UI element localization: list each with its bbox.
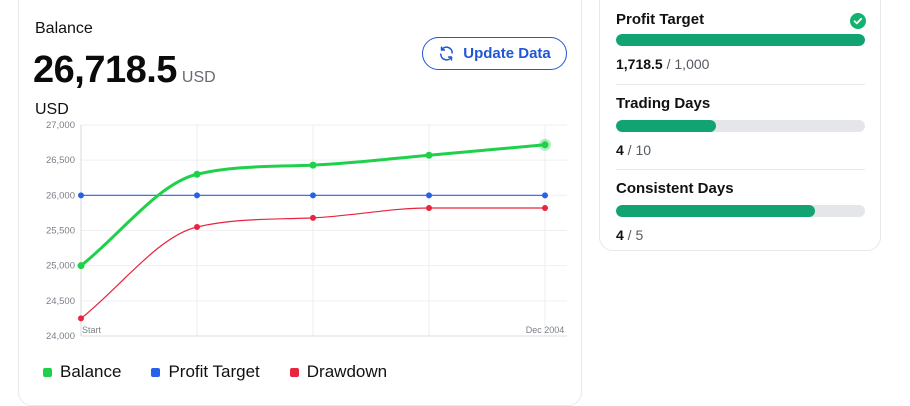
metric-current: 4 [616, 227, 624, 243]
x-tick-label: Dec 2004 [526, 325, 565, 335]
metric-target: 1,000 [674, 56, 710, 72]
divider [616, 84, 865, 85]
legend-item-balance[interactable]: Balance [43, 362, 121, 382]
legend-label: Drawdown [306, 362, 388, 381]
metric-trading-days: Trading Days 4 / 10 [616, 95, 866, 158]
divider [616, 169, 865, 170]
metric-value: 1,718.5 / 1,000 [616, 56, 709, 72]
metric-value: 4 / 10 [616, 142, 651, 158]
metric-profit-target: Profit Target 1,718.5 / 1,000 [616, 11, 866, 72]
y-tick-label: 24,000 [46, 331, 75, 342]
balance-value: 26,718.5 [33, 49, 177, 91]
data-point-drawdown [542, 204, 548, 211]
metric-current: 4 [616, 142, 624, 158]
legend-label: Profit Target [168, 362, 260, 381]
data-point-profit-target [194, 192, 200, 199]
metric-value: 4 / 5 [616, 227, 643, 243]
legend-swatch [151, 367, 161, 377]
balance-card: Balance 26,718.5 USD USD Update Data 24,… [18, 0, 582, 406]
check-circle-icon [850, 13, 866, 29]
metric-title: Profit Target [616, 11, 705, 28]
metric-separator: / [623, 227, 636, 243]
data-point-profit-target [310, 192, 316, 199]
balance-unit: USD [181, 69, 216, 86]
metric-current: 1,718.5 [616, 56, 663, 72]
data-point-balance [541, 141, 549, 149]
data-point-profit-target [426, 192, 432, 199]
y-tick-label: 25,500 [46, 226, 75, 237]
metric-target: 5 [635, 227, 644, 243]
balance-label: Balance [35, 20, 93, 37]
legend-swatch [43, 367, 52, 377]
metric-title: Consistent Days [616, 180, 734, 197]
progress-fill [616, 120, 716, 132]
data-point-balance [425, 151, 433, 159]
y-tick-label: 27,000 [46, 120, 75, 131]
progress-bar [616, 120, 865, 132]
x-tick-label: Start [82, 325, 102, 335]
y-tick-label: 25,000 [46, 261, 75, 272]
y-tick-label: 26,000 [46, 190, 75, 201]
data-point-drawdown [426, 204, 432, 211]
data-point-drawdown [194, 223, 200, 230]
metric-consistent-days: Consistent Days 4 / 5 [616, 180, 866, 243]
metric-separator: / [662, 56, 675, 72]
progress-bar [616, 34, 865, 46]
data-point-drawdown [310, 214, 316, 221]
y-tick-label: 26,500 [46, 155, 75, 166]
metric-separator: / [623, 142, 636, 158]
progress-bar [616, 205, 865, 217]
data-point-balance [77, 262, 85, 270]
legend-item-profit-target[interactable]: Profit Target [151, 362, 260, 382]
legend-swatch [289, 367, 299, 377]
balance-amount: 26,718.5 USD [33, 49, 216, 92]
update-data-button[interactable]: Update Data [422, 37, 567, 70]
refresh-icon [440, 46, 454, 61]
progress-fill [616, 205, 816, 217]
data-point-balance [193, 170, 201, 178]
metric-title: Trading Days [616, 95, 711, 112]
progress-fill [616, 34, 865, 46]
metric-target: 10 [635, 142, 652, 158]
update-data-label: Update Data [463, 45, 551, 62]
data-point-profit-target [542, 192, 548, 199]
legend-label: Balance [60, 362, 122, 381]
data-point-drawdown [78, 315, 84, 322]
targets-card: Profit Target 1,718.5 / 1,000 Trading Da… [599, 0, 881, 251]
chart-unit-label: USD [35, 101, 69, 118]
y-tick-label: 24,500 [46, 296, 75, 307]
data-point-profit-target [78, 192, 84, 199]
legend-item-drawdown[interactable]: Drawdown [289, 362, 388, 382]
chart-legend: Balance Profit Target Drawdown [43, 362, 387, 382]
balance-chart: 24,000 24,500 25,000 25,500 26,000 26,500 27,0… [46, 120, 567, 342]
data-point-balance [309, 161, 317, 169]
